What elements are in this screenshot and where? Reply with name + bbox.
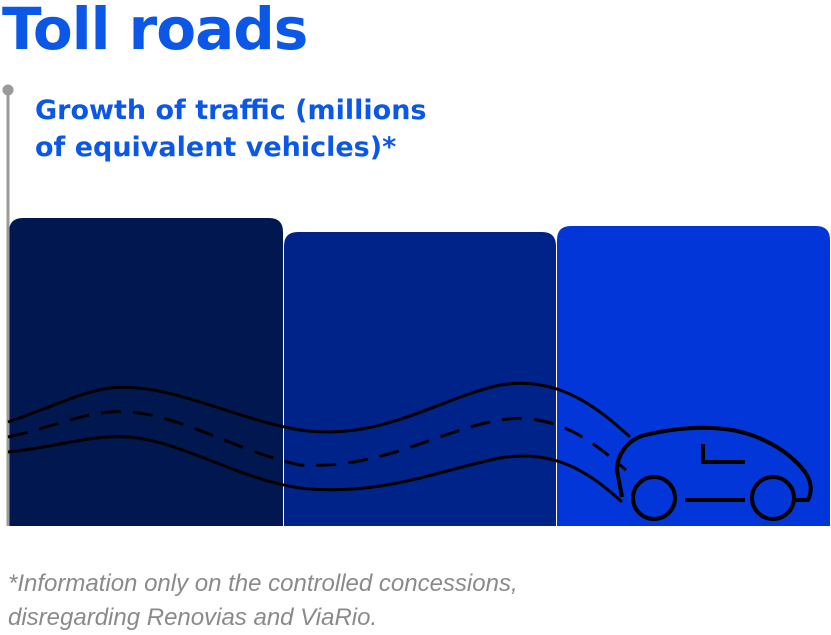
axis-top-dot <box>2 84 14 96</box>
car-rear-wheel <box>750 475 796 521</box>
car-window <box>701 444 745 464</box>
chart-title-line-1: Growth of traffic (millions <box>35 95 427 126</box>
footnote-line-1: *Information only on the controlled conc… <box>8 570 518 597</box>
bar-1 <box>9 218 283 526</box>
bars-group <box>9 218 830 526</box>
footnote-line-2: disregarding Renovias and ViaRio. <box>8 604 378 631</box>
bar-3 <box>557 226 830 526</box>
chart-title: Growth of traffic (millions of equivalen… <box>35 92 427 166</box>
road-center-dashes <box>7 410 627 472</box>
bar-2 <box>284 232 556 526</box>
car-front-wheel <box>631 475 677 521</box>
road-edge-bottom <box>7 435 623 504</box>
car-body <box>614 425 813 502</box>
chart-title-line-2: of equivalent vehicles)* <box>35 132 397 163</box>
car-icon <box>614 425 813 521</box>
footnote: *Information only on the controlled conc… <box>8 567 518 635</box>
road-edge-top <box>7 381 632 439</box>
page-title: Toll roads <box>2 0 308 63</box>
road-icon <box>7 381 632 504</box>
